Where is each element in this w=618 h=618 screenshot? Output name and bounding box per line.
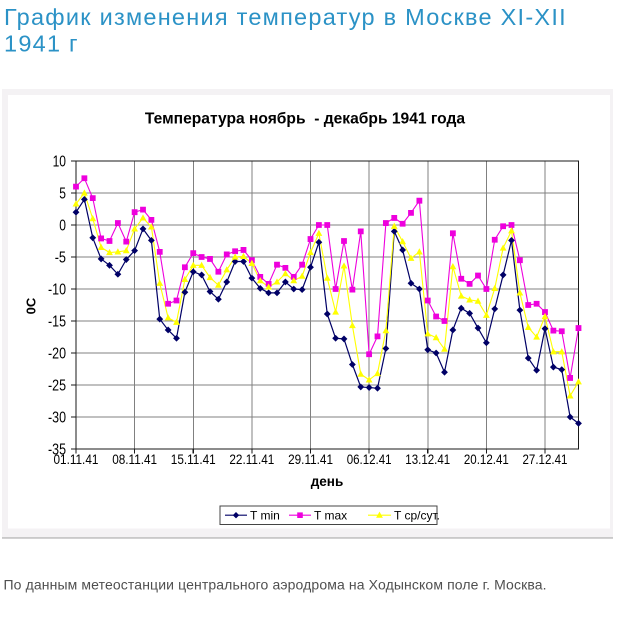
svg-text:-15: -15 (48, 314, 66, 331)
svg-text:29.11.41: 29.11.41 (288, 451, 333, 467)
svg-text:-30: -30 (48, 410, 66, 427)
svg-text:06.12.41: 06.12.41 (347, 451, 392, 467)
svg-text:5: 5 (59, 186, 66, 203)
svg-text:08.11.41: 08.11.41 (112, 451, 157, 467)
svg-text:0С: 0С (24, 297, 39, 314)
svg-text:10: 10 (53, 154, 66, 171)
svg-text:0: 0 (59, 218, 66, 235)
svg-text:По данным метеостанции централ: По данным метеостанции центрального аэро… (4, 577, 547, 593)
svg-text:22.11.41: 22.11.41 (229, 451, 274, 467)
svg-text:Температура ноябрь - декабрь: Температура ноябрь - декабрь 1941 года (145, 111, 465, 128)
svg-text:20.12.41: 20.12.41 (464, 451, 509, 467)
svg-text:-25: -25 (48, 378, 66, 395)
svg-text:График изменения температур в: График изменения температур в Москве XI-… (4, 4, 567, 30)
svg-text:T min: T min (250, 509, 280, 523)
svg-text:15.11.41: 15.11.41 (171, 451, 216, 467)
svg-text:T ср/сут.: T ср/сут. (394, 509, 440, 523)
svg-text:01.11.41: 01.11.41 (54, 451, 99, 467)
svg-text:T max: T max (314, 509, 347, 523)
svg-text:-10: -10 (48, 282, 66, 299)
svg-text:1941 г: 1941 г (4, 31, 79, 57)
svg-text:день: день (311, 474, 344, 489)
svg-text:13.12.41: 13.12.41 (405, 451, 450, 467)
svg-text:27.12.41: 27.12.41 (523, 451, 568, 467)
svg-text:-35: -35 (48, 442, 66, 459)
svg-text:-5: -5 (55, 250, 66, 267)
svg-text:-20: -20 (48, 346, 66, 363)
